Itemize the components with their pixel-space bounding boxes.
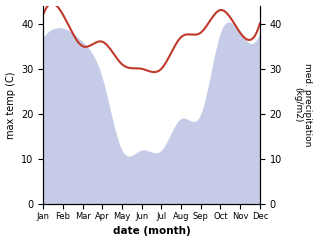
Y-axis label: med. precipitation
(kg/m2): med. precipitation (kg/m2)	[293, 63, 313, 147]
Y-axis label: max temp (C): max temp (C)	[5, 71, 16, 139]
X-axis label: date (month): date (month)	[113, 227, 190, 236]
